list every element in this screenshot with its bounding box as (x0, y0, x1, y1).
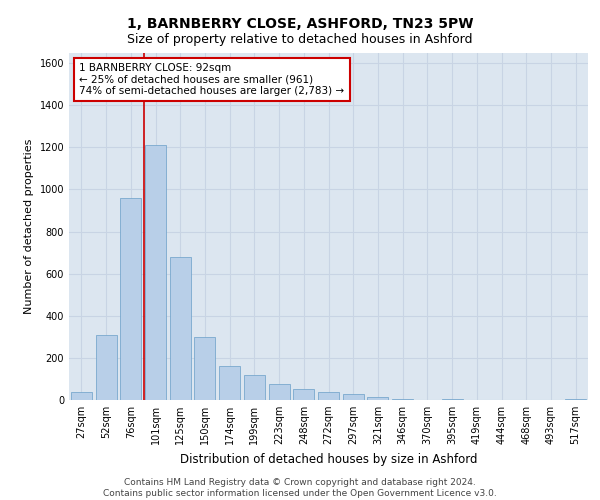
Text: Size of property relative to detached houses in Ashford: Size of property relative to detached ho… (127, 32, 473, 46)
Bar (343, 394, 364, 400)
Text: 1, BARNBERRY CLOSE, ASHFORD, TN23 5PW: 1, BARNBERRY CLOSE, ASHFORD, TN23 5PW (127, 18, 473, 32)
Bar (392, 399, 413, 400)
Bar (367, 397, 388, 400)
Bar (95, 334, 116, 400)
Text: 1 BARNBERRY CLOSE: 92sqm
← 25% of detached houses are smaller (961)
74% of semi-: 1 BARNBERRY CLOSE: 92sqm ← 25% of detach… (79, 63, 344, 96)
Bar (318, 392, 339, 400)
Bar (244, 374, 265, 400)
Bar (71, 392, 92, 400)
Bar (194, 337, 215, 400)
Bar (565, 399, 586, 400)
Y-axis label: Number of detached properties: Number of detached properties (24, 138, 34, 314)
Bar (170, 257, 191, 400)
Text: Contains HM Land Registry data © Crown copyright and database right 2024.
Contai: Contains HM Land Registry data © Crown c… (103, 478, 497, 498)
Bar (219, 366, 240, 400)
Bar (269, 384, 290, 400)
X-axis label: Distribution of detached houses by size in Ashford: Distribution of detached houses by size … (180, 452, 477, 466)
Bar (442, 399, 463, 400)
Bar (145, 145, 166, 400)
Bar (293, 390, 314, 400)
Bar (120, 198, 141, 400)
